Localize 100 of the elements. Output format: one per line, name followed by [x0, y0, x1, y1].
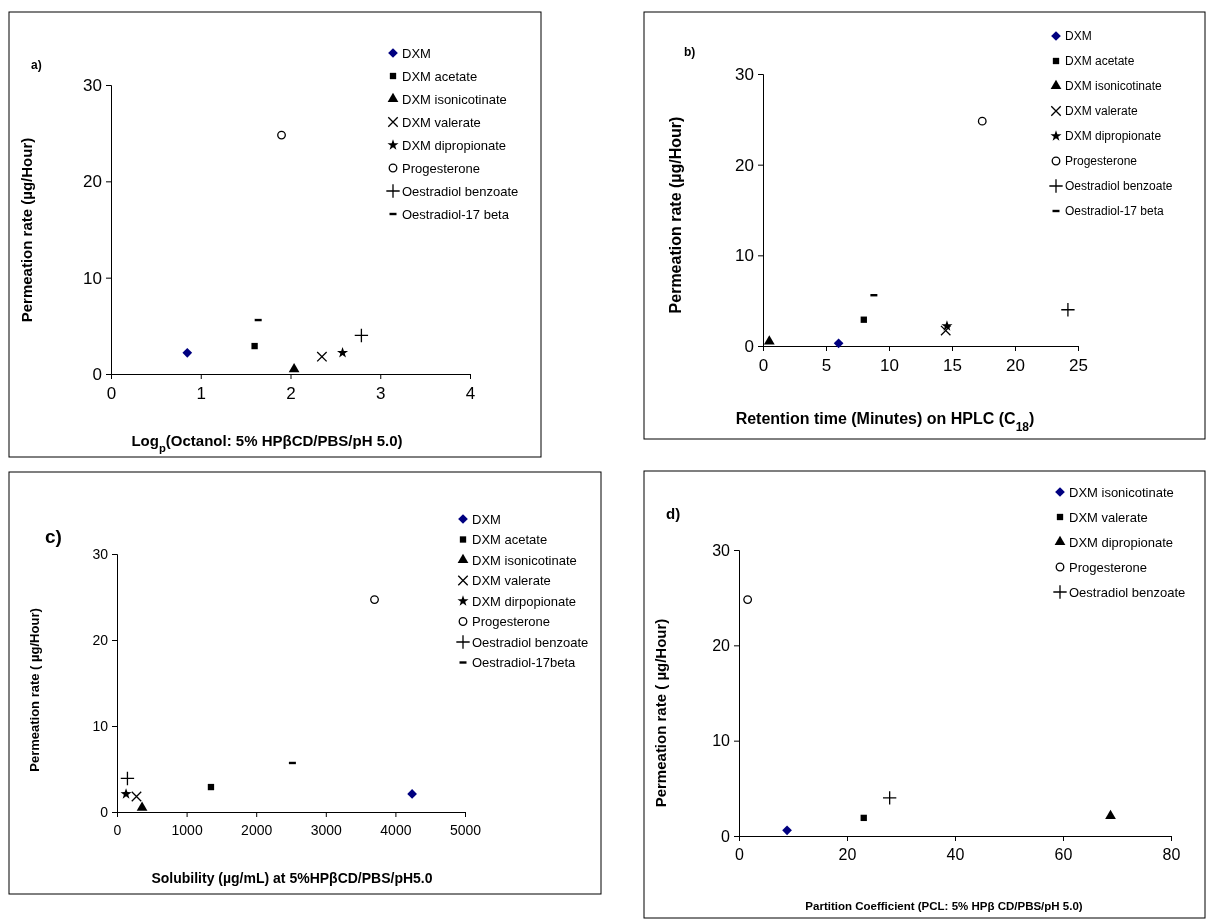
y-tick-label: 20 — [83, 172, 102, 192]
point — [251, 342, 258, 350]
x-tick-label: 1 — [196, 384, 206, 404]
x-tick-label: 80 — [1162, 846, 1181, 864]
legend-label: Progesterone — [472, 614, 551, 630]
point — [277, 130, 286, 140]
y-axis-title: Permeation rate ( µg/Hour) — [652, 618, 670, 808]
legend-label: Progesterone — [402, 160, 481, 176]
legend-label: DXM dipropionate — [1065, 129, 1162, 144]
legend-label: DXM dirpopionate — [472, 593, 577, 609]
point — [337, 347, 349, 358]
legend-label: Oestradiol benzoate — [402, 183, 519, 199]
x-tick-label: 40 — [946, 846, 965, 864]
x-tick-label: 60 — [1054, 846, 1073, 864]
y-axis-title: Permeation rate (µg/Hour) — [666, 116, 684, 314]
point — [120, 771, 135, 786]
x-tick-label: 3 — [376, 384, 386, 404]
legend-label: DXM acetate — [472, 532, 548, 548]
y-tick-label: 10 — [83, 268, 102, 288]
x-tick-label: 3000 — [310, 821, 343, 838]
point — [977, 116, 987, 126]
y-tick-label: 20 — [712, 636, 731, 654]
y-tick-label: 30 — [712, 541, 731, 559]
legend-label: DXM isonicotinate — [402, 91, 507, 107]
legend-label: DXM isonicotinate — [1065, 79, 1163, 94]
y-tick-label: 30 — [83, 75, 102, 95]
point — [743, 595, 753, 604]
legend-label: DXM isonicotinate — [472, 552, 577, 568]
point — [120, 788, 132, 799]
y-tick-label: 0 — [100, 803, 109, 820]
point — [136, 801, 148, 811]
legend-label: DXM valerate — [472, 573, 551, 589]
y-tick-label: 20 — [735, 155, 754, 175]
x-tick-label: 4000 — [380, 821, 412, 838]
point — [941, 320, 953, 331]
y-tick-label: 30 — [92, 545, 109, 562]
y-axis-title: Permeation rate (µg/Hour) — [18, 137, 36, 323]
legend-label: Oestradiol benzoate — [1065, 179, 1173, 194]
y-axis-title: Permeation rate ( µg/Hour) — [26, 608, 42, 772]
x-tick-label: 15 — [943, 356, 962, 376]
legend-label: Oestradiol benzoate — [1069, 584, 1186, 600]
point — [1060, 302, 1076, 318]
legend-label: Oestradiol-17 beta — [402, 206, 510, 222]
x-axis-title: Log$_{p}$(Octanol: 5% HPβCD/PBS/pH 5.0) — [131, 432, 403, 454]
point — [860, 316, 867, 323]
legend-label: Oestradiol benzoate — [472, 634, 589, 650]
y-tick-label: 10 — [735, 246, 754, 266]
point — [131, 791, 142, 802]
legend-label: Oestradiol-17 beta — [1065, 204, 1165, 219]
legend-label: DXM dipropionate — [1069, 534, 1174, 550]
point — [354, 328, 369, 343]
chart-title: a) — [31, 58, 42, 72]
chart-title: d) — [666, 505, 681, 522]
point — [782, 825, 792, 836]
x-tick-label: 0 — [113, 821, 122, 838]
x-axis-title: Partition Coefficient (PCL: 5% HPβ CD/PBS/pH 5.0) — [805, 900, 1083, 912]
x-tick-label: 5000 — [449, 821, 482, 838]
legend-label: DXM valerate — [1069, 509, 1148, 525]
point — [833, 338, 844, 349]
point — [370, 595, 379, 605]
x-tick-label: 0 — [758, 356, 769, 376]
x-tick-label: 4 — [465, 384, 476, 404]
point — [316, 351, 328, 363]
x-tick-label: 5 — [821, 356, 832, 376]
point — [288, 362, 300, 373]
y-tick-label: 0 — [744, 336, 754, 356]
legend-label: Progesterone — [1069, 559, 1148, 575]
x-axis-title: Retention time (Minutes) on HPLC (C$_{18}$) — [735, 410, 1035, 434]
x-tick-label: 20 — [838, 846, 857, 864]
point — [940, 325, 952, 336]
y-tick-label: 10 — [712, 732, 731, 750]
point — [882, 790, 897, 806]
x-tick-label: 25 — [1069, 356, 1088, 376]
y-tick-label: 30 — [735, 64, 754, 84]
x-tick-label: 10 — [880, 356, 899, 376]
legend-label: DXM dipropionate — [402, 137, 507, 153]
y-tick-label: 10 — [92, 717, 109, 734]
point — [407, 789, 417, 799]
legend-label: DXM acetate — [402, 68, 478, 84]
legend-label: DXM valerate — [1065, 104, 1139, 119]
x-tick-label: 1000 — [171, 821, 203, 838]
legend-label: DXM — [1065, 29, 1092, 44]
point — [207, 783, 215, 791]
point — [860, 814, 867, 822]
legend-label: Oestradiol-17beta — [472, 655, 577, 671]
point — [763, 335, 775, 345]
point — [182, 347, 193, 358]
legend-label: DXM isonicotinate — [1069, 484, 1174, 500]
point — [1105, 809, 1116, 820]
legend-label: DXM — [402, 45, 431, 61]
legend-label: DXM valerate — [402, 114, 481, 130]
legend-label: Progesterone — [1065, 154, 1138, 169]
legend-label: DXM — [472, 511, 501, 527]
y-tick-label: 20 — [92, 631, 109, 648]
x-tick-label: 2000 — [241, 821, 273, 838]
x-tick-label: 20 — [1006, 356, 1025, 376]
legend-label: DXM acetate — [1065, 54, 1135, 69]
chart-title: c) — [45, 526, 62, 547]
chart-title: b) — [684, 45, 696, 59]
x-axis-title: Solubility (µg/mL) at 5%HPβCD/PBS/pH5.0 — [151, 870, 433, 886]
